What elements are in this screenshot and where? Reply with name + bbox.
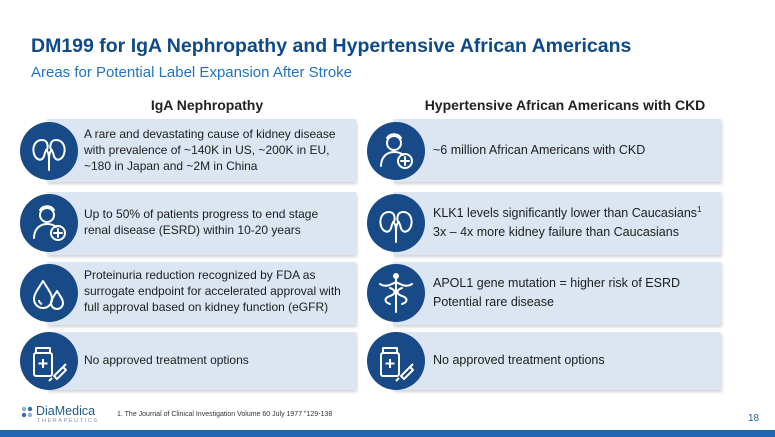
- footnote: 1. The Journal of Clinical Investigation…: [117, 411, 333, 418]
- logo-subtitle: THERAPEUTICS: [37, 418, 99, 424]
- medicine-icon: [20, 332, 78, 390]
- right-card-4: No approved treatment options: [393, 332, 721, 390]
- slide-subtitle: Areas for Potential Label Expansion Afte…: [31, 64, 353, 81]
- patient-icon: [20, 194, 78, 252]
- footnote-marker: 1: [697, 204, 702, 214]
- left-card-4: No approved treatment options: [47, 332, 356, 390]
- right-column-heading: Hypertensive African Americans with CKD: [424, 97, 706, 113]
- company-logo: DiaMedica THERAPEUTICS: [20, 404, 97, 424]
- kidney-icon: [20, 122, 78, 180]
- slide-title: DM199 for IgA Nephropathy and Hypertensi…: [31, 35, 632, 57]
- card-text: APOL1 gene mutation = higher risk of ESR…: [433, 276, 681, 309]
- card-text: KLK1 levels significantly lower than Cau…: [433, 204, 702, 239]
- medicine-icon: [367, 332, 425, 390]
- card-text: No approved treatment options: [433, 353, 605, 367]
- card-text: Up to 50% of patients progress to end st…: [84, 207, 319, 237]
- card-text: ~6 million African Americans with CKD: [433, 143, 646, 157]
- patient-icon: [367, 122, 425, 180]
- right-card-3: APOL1 gene mutation = higher risk of ESR…: [393, 262, 721, 325]
- card-text: Proteinuria reduction recognized by FDA …: [84, 268, 341, 314]
- left-card-3: Proteinuria reduction recognized by FDA …: [47, 262, 356, 325]
- left-card-2: Up to 50% of patients progress to end st…: [47, 192, 356, 255]
- card-text: No approved treatment options: [84, 353, 249, 367]
- page-number: 18: [748, 413, 760, 424]
- left-column-heading: IgA Nephropathy: [150, 97, 264, 113]
- logo-mark-icon: [21, 406, 33, 418]
- logo-name: DiaMedica: [36, 404, 96, 418]
- caduceus-icon: [367, 264, 425, 322]
- right-card-2: KLK1 levels significantly lower than Cau…: [393, 192, 721, 255]
- right-card-1: ~6 million African Americans with CKD: [393, 119, 721, 182]
- card-text: A rare and devastating cause of kidney d…: [84, 127, 336, 173]
- drops-icon: [20, 264, 78, 322]
- bottom-bar: [0, 430, 775, 437]
- kidney-icon: [367, 194, 425, 252]
- left-card-1: A rare and devastating cause of kidney d…: [47, 119, 356, 182]
